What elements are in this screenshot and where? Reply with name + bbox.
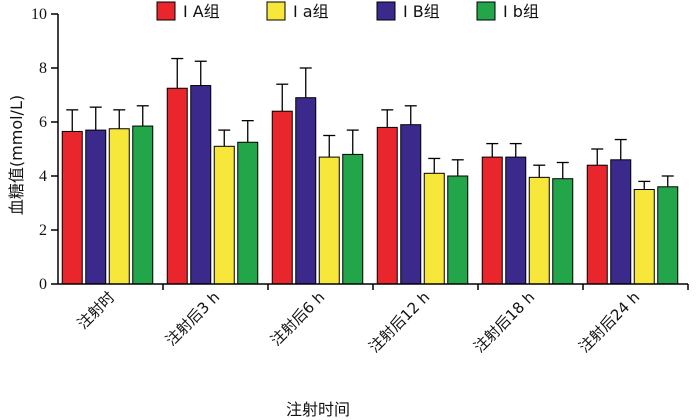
bar	[61, 130, 83, 285]
x-category-label: 注射后3 h	[162, 288, 223, 349]
bar	[85, 129, 107, 285]
bar	[376, 126, 398, 285]
y-axis-title: 血糖值(mmol/L)	[7, 95, 26, 215]
legend-swatch	[156, 1, 176, 21]
x-category-label: 注射时	[74, 288, 119, 333]
y-tick-label: 6	[39, 114, 47, 131]
x-axis-title: 注射时间	[286, 400, 350, 419]
bar	[481, 156, 503, 285]
y-tick-label: 0	[39, 276, 47, 293]
bar	[295, 97, 317, 285]
bars-layer	[61, 57, 689, 290]
legend-label: Ⅰ A组	[183, 2, 220, 21]
x-category-label: 注射后24 h	[575, 288, 643, 356]
y-tick-label: 2	[39, 222, 47, 239]
legend-swatch	[476, 1, 496, 21]
bar	[610, 159, 632, 285]
bar	[190, 85, 212, 285]
bar	[505, 156, 527, 285]
bar	[108, 128, 130, 285]
bar	[342, 153, 364, 285]
bar	[400, 124, 422, 285]
y-tick-label: 8	[39, 60, 47, 77]
legend: Ⅰ A组 Ⅰ a组 Ⅰ B组 Ⅰ b组	[156, 1, 539, 21]
legend-label: Ⅰ b组	[503, 2, 539, 21]
bar	[166, 87, 188, 285]
bar	[528, 176, 550, 285]
legend-label: Ⅰ B组	[403, 2, 440, 21]
x-category-label: 注射后18 h	[470, 288, 538, 356]
bar	[318, 156, 340, 285]
legend-swatch	[376, 1, 396, 21]
bar	[237, 141, 259, 285]
y-ticks: 0 2 4 6 8 10	[31, 6, 58, 293]
y-tick-label: 10	[31, 6, 47, 23]
bar	[423, 172, 445, 285]
bar	[633, 189, 655, 285]
x-category-label: 注射后12 h	[365, 288, 433, 356]
y-tick-label: 4	[39, 168, 47, 185]
bar	[586, 164, 608, 285]
bar	[132, 125, 154, 285]
legend-label: Ⅰ a组	[293, 2, 329, 21]
bar	[552, 178, 574, 285]
bar	[657, 186, 679, 285]
bar	[213, 145, 235, 285]
bar	[447, 175, 469, 285]
bar	[271, 110, 293, 285]
x-category-label: 注射后6 h	[267, 288, 328, 349]
x-category-labels: 注射时 注射后3 h 注射后6 h 注射后12 h 注射后18 h 注射后24 h	[74, 288, 644, 356]
legend-swatch	[266, 1, 286, 21]
axes-layer	[57, 14, 688, 285]
